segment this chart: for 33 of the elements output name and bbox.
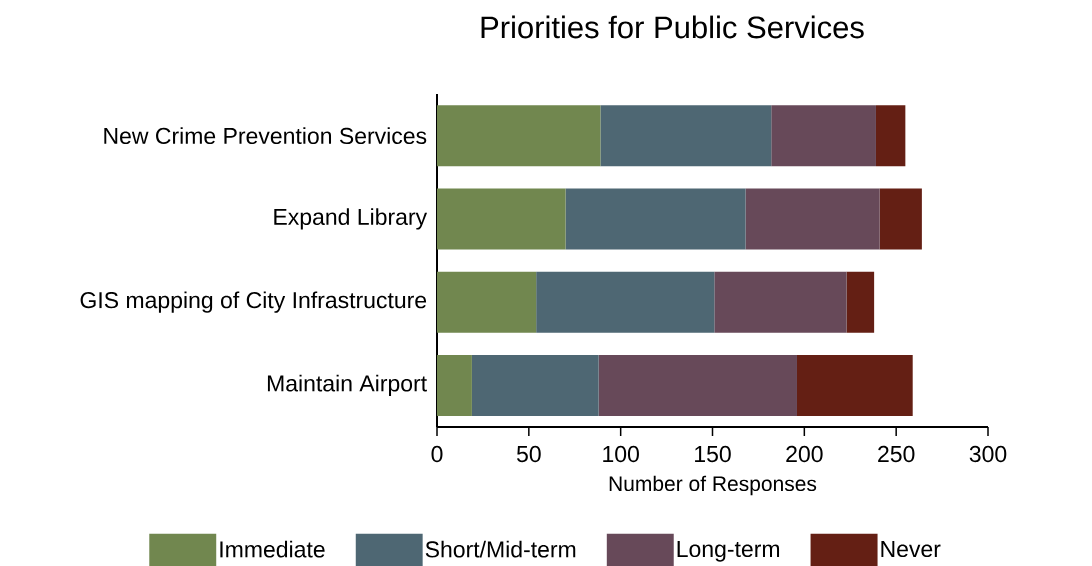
bar [879, 188, 922, 250]
x-tick-label: 100 [603, 445, 639, 463]
chart-title: Priorities for Public Services [481, 15, 864, 39]
bar [565, 188, 746, 250]
y-tick-label: Expand Library [274, 208, 428, 230]
x-tick-label: 300 [969, 445, 1007, 463]
legend-label: Short/Mid-term [425, 540, 576, 558]
x-tick-label: 50 [516, 445, 541, 463]
bar [846, 271, 875, 333]
bar [600, 105, 772, 167]
bar [471, 354, 599, 416]
x-axis-title: Number of Responses [609, 475, 817, 496]
x-tick-label: 250 [878, 445, 915, 463]
y-tick-label: GIS mapping of City Infrastructure [80, 291, 427, 313]
legend-label: Long-term [677, 541, 780, 562]
bar [714, 271, 847, 333]
bar [437, 105, 601, 167]
y-tick-label: Maintain Airport [267, 374, 427, 397]
bar [771, 105, 876, 167]
x-tick-label: 150 [695, 445, 731, 463]
y-tick-label: New Crime Prevention Services [104, 127, 427, 145]
legend-label: Immediate [220, 540, 325, 558]
bar [745, 188, 880, 250]
bar [598, 354, 797, 416]
x-tick-label: 200 [786, 445, 823, 463]
bar [796, 354, 913, 416]
bar [437, 188, 566, 250]
x-tick-label: 0 [431, 445, 443, 463]
bar [875, 105, 906, 167]
bar [536, 271, 715, 333]
bar [437, 271, 537, 333]
bar [437, 354, 472, 416]
legend-label: Never [881, 541, 941, 558]
